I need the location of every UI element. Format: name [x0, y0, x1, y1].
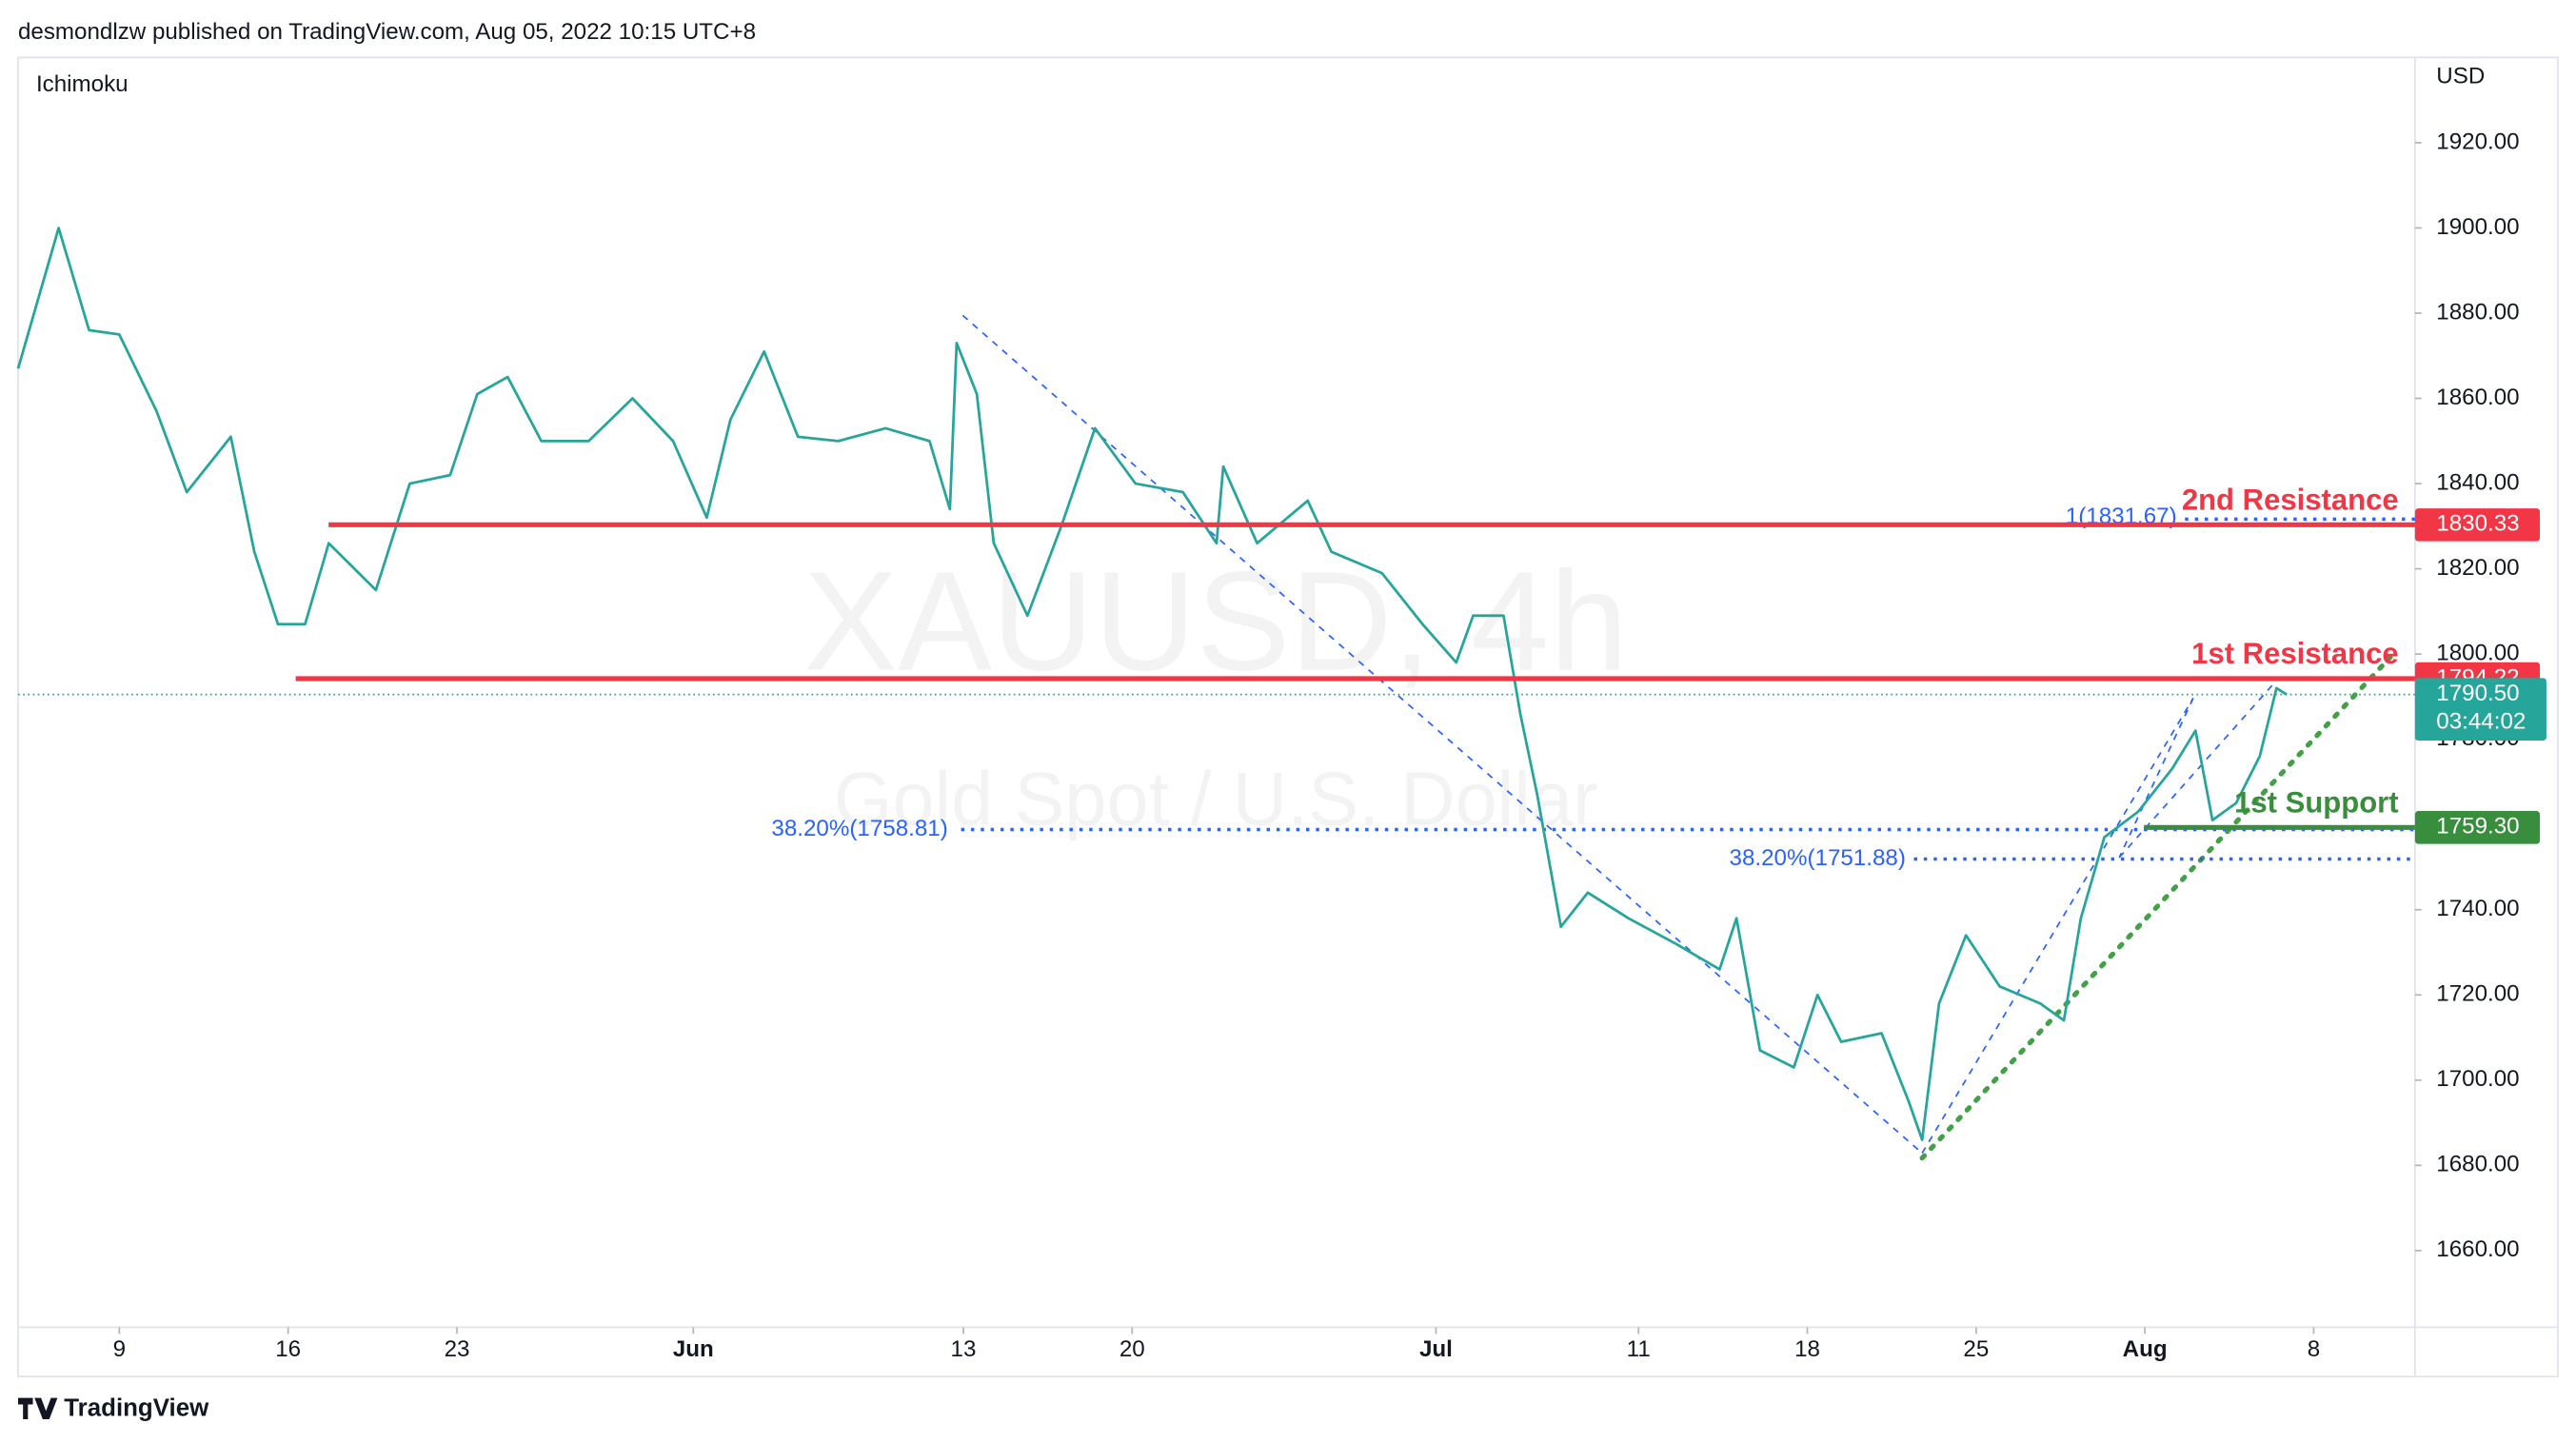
y-tick-label: 1860.00 — [2436, 385, 2519, 410]
y-tick-label: 1880.00 — [2436, 299, 2519, 325]
footer-logo: TradingView — [17, 1395, 209, 1422]
y-tick-label: 1720.00 — [2436, 981, 2519, 1007]
level-name: 1st Resistance — [2191, 637, 2398, 670]
y-tick-label: 1820.00 — [2436, 555, 2519, 581]
y-tick-label: 1840.00 — [2436, 469, 2519, 495]
level-name: 1st Support — [2234, 785, 2399, 819]
level-name: 2nd Resistance — [2182, 483, 2399, 516]
last-price-tag — [2414, 678, 2546, 741]
y-tick-label: 1800.00 — [2436, 640, 2519, 665]
x-tick-label: Aug — [2123, 1336, 2168, 1362]
level-tag-label: 1830.33 — [2436, 511, 2519, 537]
x-tick-label: 13 — [951, 1336, 977, 1362]
x-tick-label: 16 — [275, 1336, 301, 1362]
y-tick-label: 1920.00 — [2436, 128, 2519, 154]
x-tick-label: 23 — [445, 1336, 470, 1362]
publish-header: desmondlzw published on TradingView.com,… — [18, 19, 756, 45]
currency-label: USD — [2436, 63, 2485, 89]
level-tag — [2414, 811, 2541, 844]
x-tick-label: Jun — [673, 1336, 714, 1362]
indicator-label: Ichimoku — [36, 71, 129, 97]
y-tick-label: 1700.00 — [2436, 1066, 2519, 1092]
level-tag — [2414, 508, 2541, 542]
countdown-label: 03:44:02 — [2436, 708, 2526, 734]
last-price-label: 1790.50 — [2436, 681, 2519, 706]
fib-trend-line — [2118, 698, 2194, 859]
watermark-title: XAUUSD, 4h — [803, 544, 1628, 701]
drawing-tools — [961, 314, 2393, 1161]
price-line — [16, 227, 2288, 1141]
x-tick-label: 8 — [2308, 1336, 2320, 1362]
y-tick-label: 1900.00 — [2436, 214, 2519, 240]
level-tag-label: 1759.30 — [2436, 814, 2519, 840]
x-tick-label: Jul — [1419, 1336, 1453, 1362]
footer-brand: TradingView — [64, 1395, 209, 1422]
y-tick-label: 1660.00 — [2436, 1236, 2519, 1262]
fib-trend-line — [961, 314, 1923, 1155]
y-tick-label: 1740.00 — [2436, 896, 2519, 921]
x-tick-label: 20 — [1120, 1336, 1145, 1362]
x-tick-label: 18 — [1794, 1336, 1820, 1362]
x-tick-label: 11 — [1627, 1336, 1651, 1362]
y-tick-label: 1680.00 — [2436, 1152, 2519, 1177]
chart-frame — [17, 56, 2559, 1378]
fib-level-label: 38.20%(1758.81) — [771, 816, 947, 841]
fib-trend-line — [1921, 698, 2194, 1154]
x-tick-label: 25 — [1963, 1336, 1989, 1362]
trend-line — [1919, 654, 2393, 1161]
watermark-subtitle: Gold Spot / U.S. Dollar — [834, 757, 1598, 841]
x-tick-label: 9 — [113, 1336, 126, 1362]
fib-level-label: 38.20%(1751.88) — [1730, 845, 1906, 871]
logo-mark — [17, 1397, 58, 1420]
